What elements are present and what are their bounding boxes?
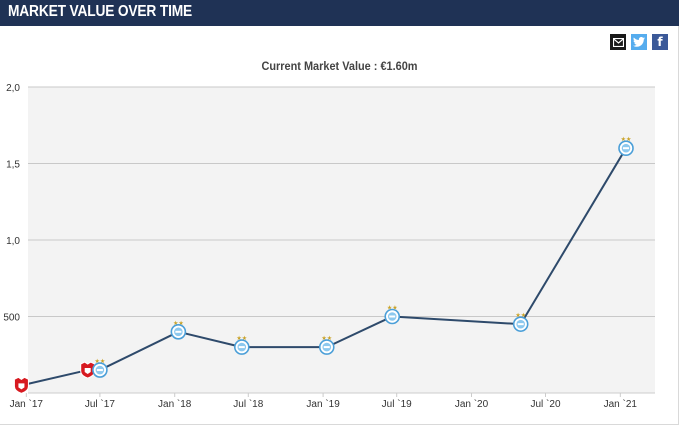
svg-text:★★: ★★ xyxy=(236,335,247,342)
data-point-blue-club-crest: ★★ xyxy=(384,305,401,325)
data-point-blue-club-crest: ★★ xyxy=(233,335,250,355)
y-tick-label: 500 xyxy=(3,313,20,324)
chart-title: Current Market Value : €1.60m xyxy=(261,61,418,73)
svg-text:★★: ★★ xyxy=(173,320,184,327)
share-email-button[interactable] xyxy=(610,34,626,50)
x-tick-label: Jan `20 xyxy=(455,398,489,410)
x-tick-label: Jul `17 xyxy=(85,398,115,410)
email-icon xyxy=(612,37,624,47)
data-point-blue-club-crest: ★★ xyxy=(618,136,634,156)
x-tick-label: Jan `21 xyxy=(604,398,638,410)
y-tick-label: 2,0 xyxy=(6,83,20,94)
svg-text:★★: ★★ xyxy=(621,136,632,143)
svg-text:★★: ★★ xyxy=(95,358,106,365)
x-tick-label: Jul `20 xyxy=(530,398,560,410)
share-twitter-button[interactable] xyxy=(631,34,647,50)
section-title: MARKET VALUE OVER TIME xyxy=(8,3,193,20)
x-tick-label: Jan `18 xyxy=(158,398,192,410)
y-tick-label: 1,5 xyxy=(6,160,20,171)
x-tick-label: Jan `17 xyxy=(10,398,44,410)
share-facebook-button[interactable]: f xyxy=(652,34,668,50)
data-point-blue-club-crest: ★★ xyxy=(170,320,187,340)
x-tick-label: Jul `18 xyxy=(233,398,263,410)
x-tick-label: Jan `19 xyxy=(306,398,340,410)
svg-text:★★: ★★ xyxy=(515,312,526,319)
data-point-red-shield-crest xyxy=(80,361,96,379)
svg-text:★★: ★★ xyxy=(321,335,332,342)
twitter-icon xyxy=(633,37,645,47)
facebook-icon: f xyxy=(657,35,663,49)
data-point-red-shield-crest xyxy=(13,376,29,394)
data-point-blue-club-crest: ★★ xyxy=(318,335,335,355)
svg-text:★★: ★★ xyxy=(387,305,398,312)
data-point-blue-club-crest: ★★ xyxy=(92,358,108,378)
x-tick-label: Jul `19 xyxy=(382,398,412,410)
section-header: MARKET VALUE OVER TIME xyxy=(0,0,679,26)
data-point-blue-club-crest: ★★ xyxy=(512,312,529,332)
y-tick-label: 1,0 xyxy=(6,236,20,247)
